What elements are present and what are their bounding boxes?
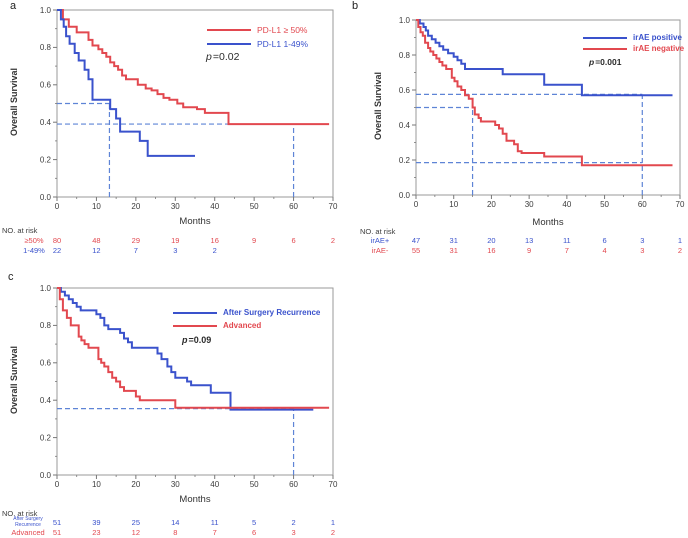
km-plot-b: 0 10 20 30 40 50 60 70 0.0 0.2 0.4 0.6 0.8 1.0 bbox=[399, 16, 685, 209]
panel-letter: a bbox=[10, 0, 17, 12]
legend-label: Advanced bbox=[223, 321, 262, 330]
x-axis-label: Months bbox=[532, 217, 564, 228]
x-tick-label: 10 bbox=[449, 200, 458, 209]
legend-label: PD-L1 1-49% bbox=[257, 39, 309, 49]
x-axis-label: Months bbox=[179, 494, 211, 505]
x-tick-label: 40 bbox=[210, 202, 219, 211]
x-tick-label: 60 bbox=[638, 200, 647, 209]
legend-item: After Surgery Recurrence bbox=[173, 306, 320, 319]
x-tick-label: 70 bbox=[676, 200, 685, 209]
risk-table-title: NO. at risk bbox=[2, 226, 38, 235]
x-tick-label: 60 bbox=[289, 202, 298, 211]
panel-b: b Overall Survival 0 10 20 30 40 50 60 70 0.0 0.2… bbox=[344, 0, 688, 270]
legend-label: After Surgery Recurrence bbox=[223, 308, 321, 317]
legend-label: irAE negative bbox=[633, 44, 685, 53]
km-curve bbox=[416, 19, 673, 167]
x-tick-label: 70 bbox=[329, 202, 338, 211]
km-curve bbox=[57, 287, 314, 411]
panel-letter: b bbox=[352, 0, 359, 12]
legend-line bbox=[583, 47, 627, 50]
x-tick-label: 20 bbox=[131, 480, 140, 489]
panel-a: a Overall Survival 0 10 20 30 40 50 60 70 0.0 0.2… bbox=[0, 0, 344, 270]
legend-line bbox=[207, 29, 251, 31]
p-symbol: p bbox=[589, 57, 595, 67]
p-value-annotation: p=0.001 bbox=[589, 57, 621, 67]
km-curve bbox=[57, 9, 330, 126]
p-value: =0.001 bbox=[595, 57, 622, 67]
x-tick-label: 0 bbox=[414, 200, 419, 209]
x-tick-label: 30 bbox=[525, 200, 534, 209]
p-value-annotation: p=0.09 bbox=[182, 335, 211, 345]
legend-item: Advanced bbox=[173, 319, 320, 332]
y-tick-label: 0.2 bbox=[399, 156, 411, 165]
x-tick-label: 40 bbox=[210, 480, 219, 489]
y-tick-label: 0.4 bbox=[40, 118, 52, 127]
legend: After Surgery Recurrence Advanced bbox=[173, 306, 320, 332]
legend-line bbox=[173, 311, 217, 314]
y-tick-label: 1.0 bbox=[399, 16, 411, 25]
y-tick-label: 0.0 bbox=[399, 191, 411, 200]
x-tick-label: 50 bbox=[250, 202, 259, 211]
x-tick-label: 10 bbox=[92, 202, 101, 211]
x-tick-label: 30 bbox=[171, 480, 180, 489]
y-tick-label: 1.0 bbox=[40, 284, 52, 293]
legend-item: PD-L1 ≥ 50% bbox=[207, 23, 308, 37]
legend-line bbox=[173, 324, 217, 327]
x-tick-label: 60 bbox=[289, 480, 298, 489]
y-tick-label: 0.2 bbox=[40, 433, 52, 442]
y-tick-label: 0.8 bbox=[399, 51, 411, 60]
x-tick-label: 50 bbox=[600, 200, 609, 209]
km-plot-c: 0 10 20 30 40 50 60 70 0.0 0.2 0.4 0.6 0.8 1.0 bbox=[40, 284, 338, 489]
y-tick-label: 0.4 bbox=[399, 121, 411, 130]
y-tick-label: 0.4 bbox=[40, 396, 52, 405]
x-tick-label: 10 bbox=[92, 480, 101, 489]
p-symbol: p bbox=[182, 335, 188, 345]
y-tick-label: 0.8 bbox=[40, 321, 52, 330]
x-tick-label: 0 bbox=[55, 202, 60, 211]
x-tick-label: 0 bbox=[55, 480, 60, 489]
legend: irAE positive irAE negative bbox=[583, 32, 684, 54]
p-symbol: p bbox=[206, 51, 212, 63]
x-axis-label: Months bbox=[179, 216, 211, 227]
y-tick-label: 0.6 bbox=[40, 359, 52, 368]
panel-letter: c bbox=[8, 271, 14, 283]
legend-item: PD-L1 1-49% bbox=[207, 37, 308, 51]
x-tick-label: 30 bbox=[171, 202, 180, 211]
legend: PD-L1 ≥ 50% PD-L1 1-49% bbox=[207, 23, 308, 51]
x-tick-label: 40 bbox=[562, 200, 571, 209]
y-tick-label: 1.0 bbox=[40, 6, 52, 15]
p-value: =0.02 bbox=[212, 51, 240, 63]
legend-label: irAE positive bbox=[633, 33, 682, 42]
y-tick-label: 0.6 bbox=[399, 86, 411, 95]
y-tick-label: 0.0 bbox=[40, 471, 52, 480]
km-curve bbox=[57, 287, 330, 409]
legend-line bbox=[207, 43, 251, 45]
legend-item: irAE positive bbox=[583, 32, 684, 43]
km-plot-a: 0 10 20 30 40 50 60 70 0.0 0.2 0.4 0.6 0.8 1.0 bbox=[40, 6, 338, 211]
panel-c: c Overall Survival 0 10 20 30 40 50 60 70 0.0 0.2… bbox=[0, 270, 344, 538]
y-tick-label: 0.8 bbox=[40, 43, 52, 52]
km-curve bbox=[57, 9, 195, 157]
p-value: =0.09 bbox=[188, 335, 212, 345]
risk-table-title: NO. at risk bbox=[360, 227, 396, 236]
x-tick-label: 70 bbox=[329, 480, 338, 489]
km-curve bbox=[416, 19, 673, 97]
x-tick-label: 20 bbox=[487, 200, 496, 209]
y-tick-label: 0.2 bbox=[40, 155, 52, 164]
y-tick-label: 0.6 bbox=[40, 81, 52, 90]
risk-table-title: NO. at risk bbox=[2, 509, 38, 518]
x-tick-label: 50 bbox=[250, 480, 259, 489]
legend-item: irAE negative bbox=[583, 43, 684, 54]
x-tick-label: 20 bbox=[131, 202, 140, 211]
legend-label: PD-L1 ≥ 50% bbox=[257, 25, 308, 35]
y-tick-label: 0.0 bbox=[40, 193, 52, 202]
legend-line bbox=[583, 36, 627, 39]
p-value-annotation: p=0.02 bbox=[206, 51, 239, 63]
